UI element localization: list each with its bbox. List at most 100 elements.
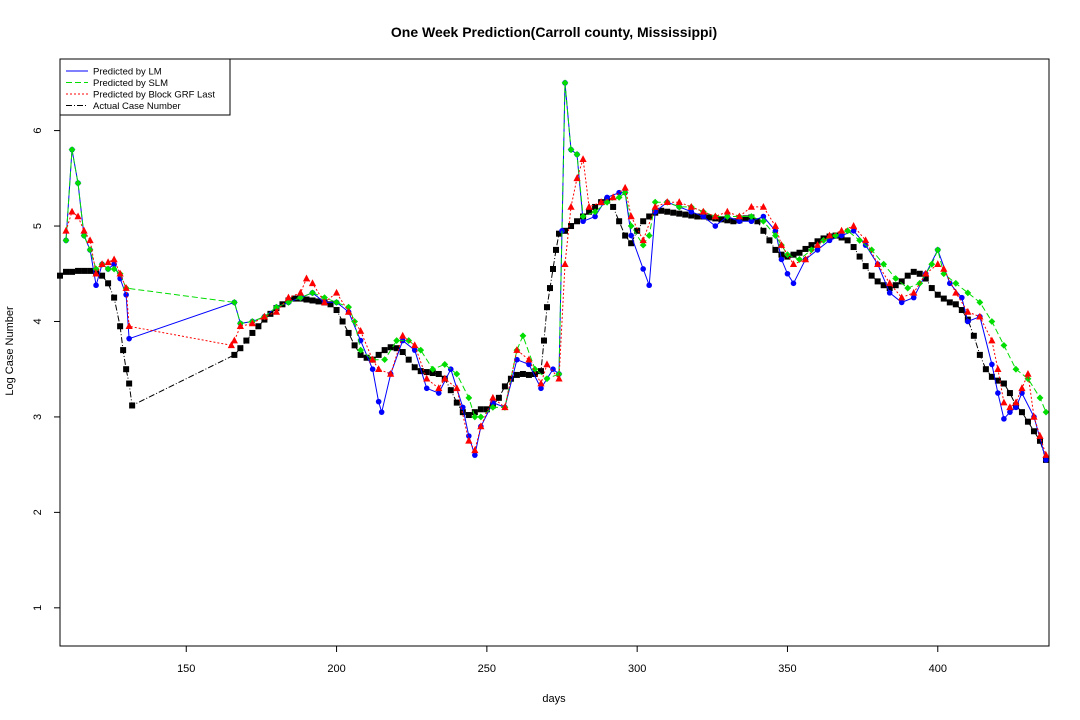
data-point: [628, 240, 635, 247]
data-point: [747, 202, 755, 210]
data-point: [646, 282, 652, 289]
data-point: [230, 298, 238, 306]
data-point: [1000, 380, 1007, 387]
data-point: [874, 278, 881, 285]
series-line: [65, 159, 1047, 456]
data-point: [465, 412, 472, 419]
data-point: [898, 299, 905, 306]
data-point: [291, 295, 298, 302]
data-point: [62, 236, 70, 244]
data-point: [553, 246, 560, 253]
data-point: [904, 284, 912, 292]
data-point: [93, 282, 99, 289]
data-point: [910, 294, 917, 301]
y-tick-label: 3: [32, 414, 44, 420]
data-point: [862, 236, 870, 244]
data-point: [640, 218, 647, 225]
data-point: [435, 370, 442, 377]
data-point: [976, 298, 984, 306]
data-point: [375, 365, 383, 373]
data-point: [959, 294, 965, 301]
data-point: [80, 232, 88, 239]
data-point: [1024, 369, 1032, 377]
data-point: [411, 364, 418, 371]
data-point: [609, 193, 617, 201]
data-point: [640, 266, 646, 272]
legend-label: Predicted by Block GRF Last: [93, 90, 215, 101]
data-point: [447, 387, 454, 394]
legend-label: Predicted by LM: [93, 67, 162, 78]
data-point: [850, 222, 858, 229]
data-point: [747, 213, 755, 220]
data-point: [369, 366, 376, 373]
data-point: [970, 332, 977, 339]
data-point: [760, 217, 767, 225]
data-point: [501, 403, 509, 411]
data-point: [543, 375, 551, 383]
data-point: [357, 346, 365, 354]
data-point: [237, 345, 244, 352]
data-point: [378, 409, 385, 415]
data-point: [357, 351, 364, 358]
series-layer: [57, 79, 1050, 463]
y-axis-label: Log Case Number: [4, 306, 16, 396]
data-point: [423, 374, 431, 382]
legend-label: Actual Case Number: [93, 101, 181, 112]
data-point: [74, 179, 82, 187]
data-point: [309, 289, 316, 297]
data-point: [472, 452, 478, 458]
data-point: [789, 260, 798, 268]
data-point: [104, 265, 112, 273]
data-point: [120, 347, 127, 354]
data-point: [700, 213, 707, 220]
x-tick-label: 250: [478, 663, 496, 675]
data-point: [958, 307, 965, 314]
data-point: [874, 260, 882, 268]
data-point: [549, 265, 556, 272]
x-axis-label: days: [542, 693, 566, 705]
plot-frame: [59, 58, 1050, 647]
data-point: [790, 280, 797, 287]
data-point: [423, 385, 430, 392]
data-point: [856, 253, 863, 260]
data-point: [988, 373, 995, 380]
data-point: [760, 213, 767, 220]
legend-label: Predicted by SLM: [93, 78, 168, 89]
data-point: [309, 297, 316, 304]
data-point: [591, 208, 599, 216]
data-point: [126, 380, 133, 387]
series-2: [62, 79, 1050, 421]
data-point: [98, 260, 106, 268]
data-point: [994, 377, 1001, 384]
data-point: [573, 174, 581, 182]
data-point: [227, 341, 235, 349]
data-point: [459, 409, 466, 416]
data-point: [730, 218, 737, 225]
data-point: [706, 214, 713, 221]
data-point: [255, 323, 262, 330]
data-point: [272, 307, 281, 315]
data-point: [742, 215, 749, 222]
data-point: [230, 336, 238, 344]
data-point: [297, 294, 304, 302]
data-point: [952, 279, 960, 287]
data-point: [302, 274, 311, 282]
data-point: [940, 264, 948, 272]
data-point: [850, 244, 857, 251]
data-point: [465, 394, 473, 402]
data-point: [296, 288, 305, 296]
data-point: [778, 256, 785, 263]
data-point: [1000, 341, 1008, 349]
data-point: [243, 337, 250, 344]
data-point: [886, 285, 893, 292]
y-tick-label: 2: [32, 509, 44, 515]
data-point: [303, 296, 310, 303]
data-point: [1042, 408, 1050, 416]
data-point: [369, 355, 377, 363]
data-point: [519, 332, 527, 340]
data-point: [477, 406, 484, 413]
data-point: [646, 213, 653, 220]
data-point: [531, 365, 539, 373]
data-point: [561, 79, 569, 87]
data-point: [994, 365, 1002, 373]
